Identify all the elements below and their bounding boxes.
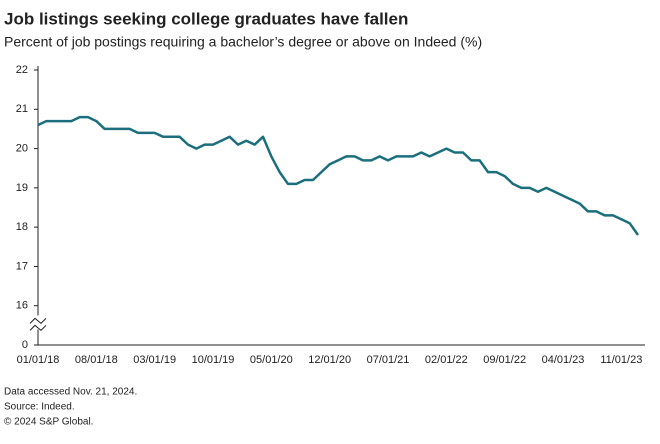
chart-subtitle: Percent of job postings requiring a bach…: [4, 34, 482, 50]
line: [37, 115, 640, 236]
y-tick-label: 16: [16, 300, 28, 312]
note: Data accessed Nov. 21, 2024.: [4, 387, 137, 398]
note: Source: Indeed.: [4, 402, 75, 413]
x-tick-label: 05/01/20: [250, 354, 293, 366]
y-tick-label: 19: [16, 182, 28, 194]
x-tick-label: 08/01/18: [75, 354, 118, 366]
x-tick-label: 01/01/18: [17, 354, 60, 366]
x-tick-label: 04/01/23: [542, 354, 585, 366]
x-tick-label: 11/01/23: [600, 354, 642, 366]
x-tick-label: 09/01/22: [483, 354, 526, 366]
chart-title: Job listings seeking college graduates h…: [4, 9, 408, 28]
y-tick-label: 17: [16, 260, 28, 272]
x-tick-label: 10/01/19: [192, 354, 235, 366]
y-tick-label: 0: [22, 339, 28, 351]
x-tick-label: 07/01/21: [367, 354, 410, 366]
x-tick-label: 02/01/22: [425, 354, 468, 366]
axis-break: [29, 317, 47, 325]
axis-break: [29, 324, 47, 332]
x-tick-label: 03/01/19: [133, 354, 176, 366]
y-tick-label: 21: [16, 103, 28, 115]
y-tick-label: 18: [16, 221, 28, 233]
note: © 2024 S&P Global.: [4, 417, 93, 428]
y-tick-label: 22: [16, 64, 28, 76]
x-tick-label: 12/01/20: [308, 354, 351, 366]
y-tick-label: 20: [16, 142, 28, 154]
